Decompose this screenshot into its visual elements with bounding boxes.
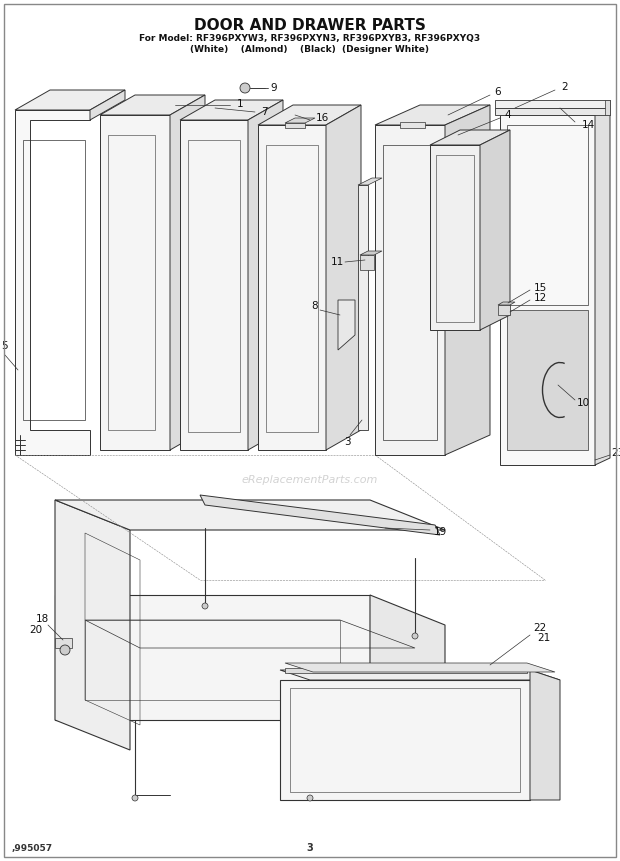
Text: 12: 12: [533, 293, 547, 303]
Circle shape: [307, 795, 313, 801]
Polygon shape: [258, 105, 361, 125]
Text: 5: 5: [2, 341, 8, 351]
Polygon shape: [15, 110, 90, 455]
Text: 18: 18: [35, 614, 48, 624]
Polygon shape: [180, 120, 248, 450]
Polygon shape: [507, 310, 588, 450]
Polygon shape: [375, 105, 490, 125]
Circle shape: [202, 603, 208, 609]
Polygon shape: [55, 500, 445, 530]
Circle shape: [132, 795, 138, 801]
Polygon shape: [100, 115, 170, 450]
Polygon shape: [500, 108, 610, 115]
Circle shape: [60, 645, 70, 655]
Text: DOOR AND DRAWER PARTS: DOOR AND DRAWER PARTS: [194, 18, 426, 33]
Polygon shape: [358, 185, 368, 430]
Text: 3: 3: [307, 843, 313, 853]
Polygon shape: [55, 500, 130, 750]
Polygon shape: [200, 495, 440, 535]
Polygon shape: [375, 125, 445, 455]
Polygon shape: [55, 595, 370, 720]
Text: 11: 11: [330, 257, 343, 267]
Polygon shape: [498, 305, 510, 315]
Text: 23: 23: [611, 448, 620, 458]
Polygon shape: [170, 95, 205, 450]
Text: 2: 2: [562, 82, 569, 92]
Text: 8: 8: [312, 301, 318, 311]
Text: (White)    (Almond)    (Black)  (Designer White): (White) (Almond) (Black) (Designer White…: [190, 45, 430, 54]
Polygon shape: [480, 130, 510, 330]
Text: 22: 22: [533, 623, 547, 633]
Circle shape: [412, 633, 418, 639]
Polygon shape: [180, 100, 283, 120]
Text: 20: 20: [29, 625, 43, 635]
Text: 19: 19: [433, 527, 446, 537]
Polygon shape: [530, 670, 560, 800]
Polygon shape: [495, 108, 610, 115]
Polygon shape: [285, 663, 555, 672]
Text: For Model: RF396PXYW3, RF396PXYN3, RF396PXYB3, RF396PXYQ3: For Model: RF396PXYW3, RF396PXYN3, RF396…: [140, 34, 480, 43]
Polygon shape: [338, 300, 355, 350]
Polygon shape: [370, 595, 445, 750]
Text: 3: 3: [343, 437, 350, 447]
Text: 9: 9: [271, 83, 277, 93]
Polygon shape: [400, 122, 425, 128]
Polygon shape: [55, 638, 72, 648]
Text: 21: 21: [538, 633, 551, 643]
Polygon shape: [100, 95, 205, 115]
Polygon shape: [360, 251, 382, 255]
Text: 10: 10: [577, 398, 590, 408]
Polygon shape: [430, 130, 510, 145]
Polygon shape: [498, 302, 515, 305]
Polygon shape: [285, 123, 305, 128]
Polygon shape: [445, 105, 490, 455]
Polygon shape: [285, 118, 315, 123]
Text: 15: 15: [533, 283, 547, 293]
Text: 14: 14: [582, 120, 595, 130]
Text: 16: 16: [316, 113, 329, 123]
Circle shape: [240, 83, 250, 93]
Polygon shape: [430, 145, 480, 330]
Text: 7: 7: [260, 107, 267, 117]
Polygon shape: [248, 100, 283, 450]
Text: 1: 1: [237, 99, 243, 109]
Polygon shape: [90, 90, 125, 120]
Polygon shape: [500, 115, 595, 465]
Text: 6: 6: [495, 87, 502, 97]
Polygon shape: [358, 178, 382, 185]
Polygon shape: [280, 680, 530, 800]
Polygon shape: [15, 90, 125, 110]
Polygon shape: [285, 668, 527, 673]
Polygon shape: [258, 125, 326, 450]
Text: 4: 4: [505, 110, 511, 120]
Polygon shape: [605, 100, 610, 115]
Polygon shape: [495, 100, 610, 108]
Polygon shape: [326, 105, 361, 450]
Polygon shape: [360, 255, 374, 270]
Text: ,995057: ,995057: [12, 844, 53, 852]
Polygon shape: [280, 670, 560, 680]
Polygon shape: [595, 108, 610, 465]
Text: eReplacementParts.com: eReplacementParts.com: [242, 475, 378, 485]
